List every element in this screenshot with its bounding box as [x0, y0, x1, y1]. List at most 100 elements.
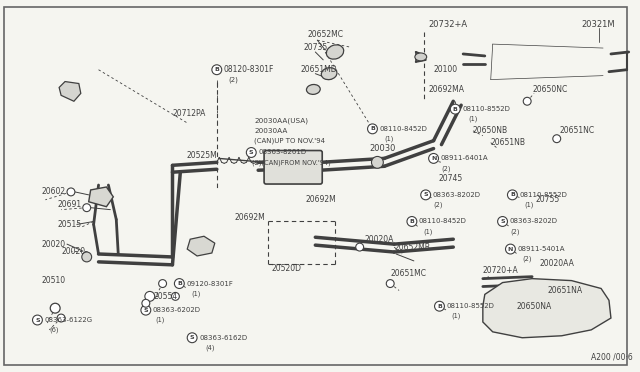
Text: 20510: 20510: [42, 276, 65, 285]
Text: (CAN)UP TO NOV.'94: (CAN)UP TO NOV.'94: [254, 137, 325, 144]
Polygon shape: [89, 187, 113, 207]
Circle shape: [508, 190, 517, 200]
Circle shape: [142, 299, 150, 307]
Text: 08110-8452D: 08110-8452D: [380, 126, 428, 132]
Polygon shape: [188, 236, 215, 256]
Circle shape: [82, 252, 92, 262]
Text: 20651NB: 20651NB: [491, 138, 525, 147]
Text: 08363-8202D: 08363-8202D: [509, 218, 557, 224]
Text: (1): (1): [524, 202, 534, 208]
Text: 20020: 20020: [42, 240, 65, 248]
Text: S: S: [249, 150, 253, 155]
Text: (4): (4): [205, 344, 214, 351]
Text: (6): (6): [49, 327, 59, 333]
Text: 20515: 20515: [57, 220, 81, 229]
Text: 20030AA: 20030AA: [254, 128, 287, 134]
Circle shape: [33, 315, 42, 325]
Circle shape: [188, 333, 197, 343]
Text: 20650NB: 20650NB: [473, 126, 508, 135]
Text: 20651MD: 20651MD: [301, 65, 337, 74]
Text: 20321M: 20321M: [581, 20, 615, 29]
Text: 08363-6122G: 08363-6122G: [44, 317, 92, 323]
Text: (2): (2): [511, 228, 520, 235]
Text: A200 /00·6: A200 /00·6: [591, 353, 633, 362]
Text: 08363-8202D: 08363-8202D: [433, 192, 481, 198]
Circle shape: [498, 217, 508, 227]
Circle shape: [159, 280, 166, 288]
Text: (1): (1): [424, 228, 433, 235]
Text: 08110-8552D: 08110-8552D: [446, 303, 494, 309]
Text: 08911-5401A: 08911-5401A: [517, 246, 565, 252]
Text: 20651NC: 20651NC: [560, 126, 595, 135]
Circle shape: [51, 303, 60, 313]
Text: B: B: [510, 192, 515, 198]
Circle shape: [553, 135, 561, 142]
Text: 20755: 20755: [535, 195, 559, 204]
Circle shape: [451, 104, 460, 114]
Text: 20745: 20745: [438, 174, 463, 183]
Text: S: S: [500, 219, 505, 224]
Text: 08110-8552D: 08110-8552D: [519, 192, 567, 198]
Text: 20651MC: 20651MC: [390, 269, 426, 278]
Text: 20691: 20691: [57, 200, 81, 209]
Text: 20692MA: 20692MA: [429, 85, 465, 94]
Text: 20650NA: 20650NA: [516, 302, 552, 311]
Text: N: N: [508, 247, 513, 251]
Text: (2): (2): [228, 76, 239, 83]
Text: 20020: 20020: [61, 247, 85, 256]
Circle shape: [67, 188, 75, 196]
Text: S: S: [424, 192, 428, 198]
Text: 20020AA: 20020AA: [540, 259, 575, 268]
Circle shape: [420, 190, 431, 200]
Text: N: N: [431, 156, 436, 161]
Polygon shape: [59, 81, 81, 101]
Text: 20650NC: 20650NC: [532, 85, 568, 94]
Ellipse shape: [321, 68, 337, 80]
Circle shape: [367, 124, 378, 134]
Text: 20692M: 20692M: [234, 213, 265, 222]
Circle shape: [524, 97, 531, 105]
Circle shape: [506, 244, 515, 254]
Text: 20692M: 20692M: [305, 195, 336, 204]
Text: (2)(CAN)FROM NOV.'94): (2)(CAN)FROM NOV.'94): [252, 159, 331, 166]
Text: B: B: [410, 219, 414, 224]
Text: B: B: [214, 67, 220, 72]
Text: 08911-6401A: 08911-6401A: [440, 155, 488, 161]
Text: B: B: [370, 126, 375, 131]
Circle shape: [141, 305, 151, 315]
Text: 08110-8452D: 08110-8452D: [419, 218, 467, 224]
Text: 20602: 20602: [42, 187, 65, 196]
Text: (1): (1): [451, 313, 461, 319]
Text: (2): (2): [433, 202, 443, 208]
Text: S: S: [143, 308, 148, 312]
Text: 08363-6202D: 08363-6202D: [153, 307, 201, 313]
Text: 20735: 20735: [303, 42, 328, 52]
Circle shape: [145, 291, 155, 301]
Text: 20100: 20100: [433, 65, 458, 74]
Text: 20020A: 20020A: [365, 235, 394, 244]
Text: 20651NA: 20651NA: [548, 286, 583, 295]
Text: (1): (1): [191, 290, 200, 296]
Ellipse shape: [326, 45, 344, 59]
Text: 08120-8301F: 08120-8301F: [224, 65, 274, 74]
Text: 20030AA(USA): 20030AA(USA): [254, 118, 308, 124]
Circle shape: [435, 301, 444, 311]
Text: B: B: [177, 281, 182, 286]
Circle shape: [407, 217, 417, 227]
Circle shape: [212, 65, 221, 75]
Text: 20030: 20030: [369, 144, 396, 153]
Circle shape: [387, 280, 394, 288]
Text: 09120-8301F: 09120-8301F: [186, 280, 233, 286]
Text: 08363-8201D: 08363-8201D: [258, 150, 307, 155]
FancyBboxPatch shape: [264, 151, 322, 184]
Circle shape: [429, 154, 438, 163]
Text: 20652MB: 20652MB: [394, 243, 430, 251]
Text: 20520D: 20520D: [272, 264, 302, 273]
Text: (1): (1): [384, 135, 394, 142]
Text: B: B: [437, 304, 442, 309]
Text: 20652MC: 20652MC: [307, 30, 344, 39]
Text: 20720+A: 20720+A: [483, 266, 518, 275]
Circle shape: [83, 204, 91, 212]
Ellipse shape: [307, 84, 320, 94]
Text: 20525M: 20525M: [186, 151, 217, 160]
